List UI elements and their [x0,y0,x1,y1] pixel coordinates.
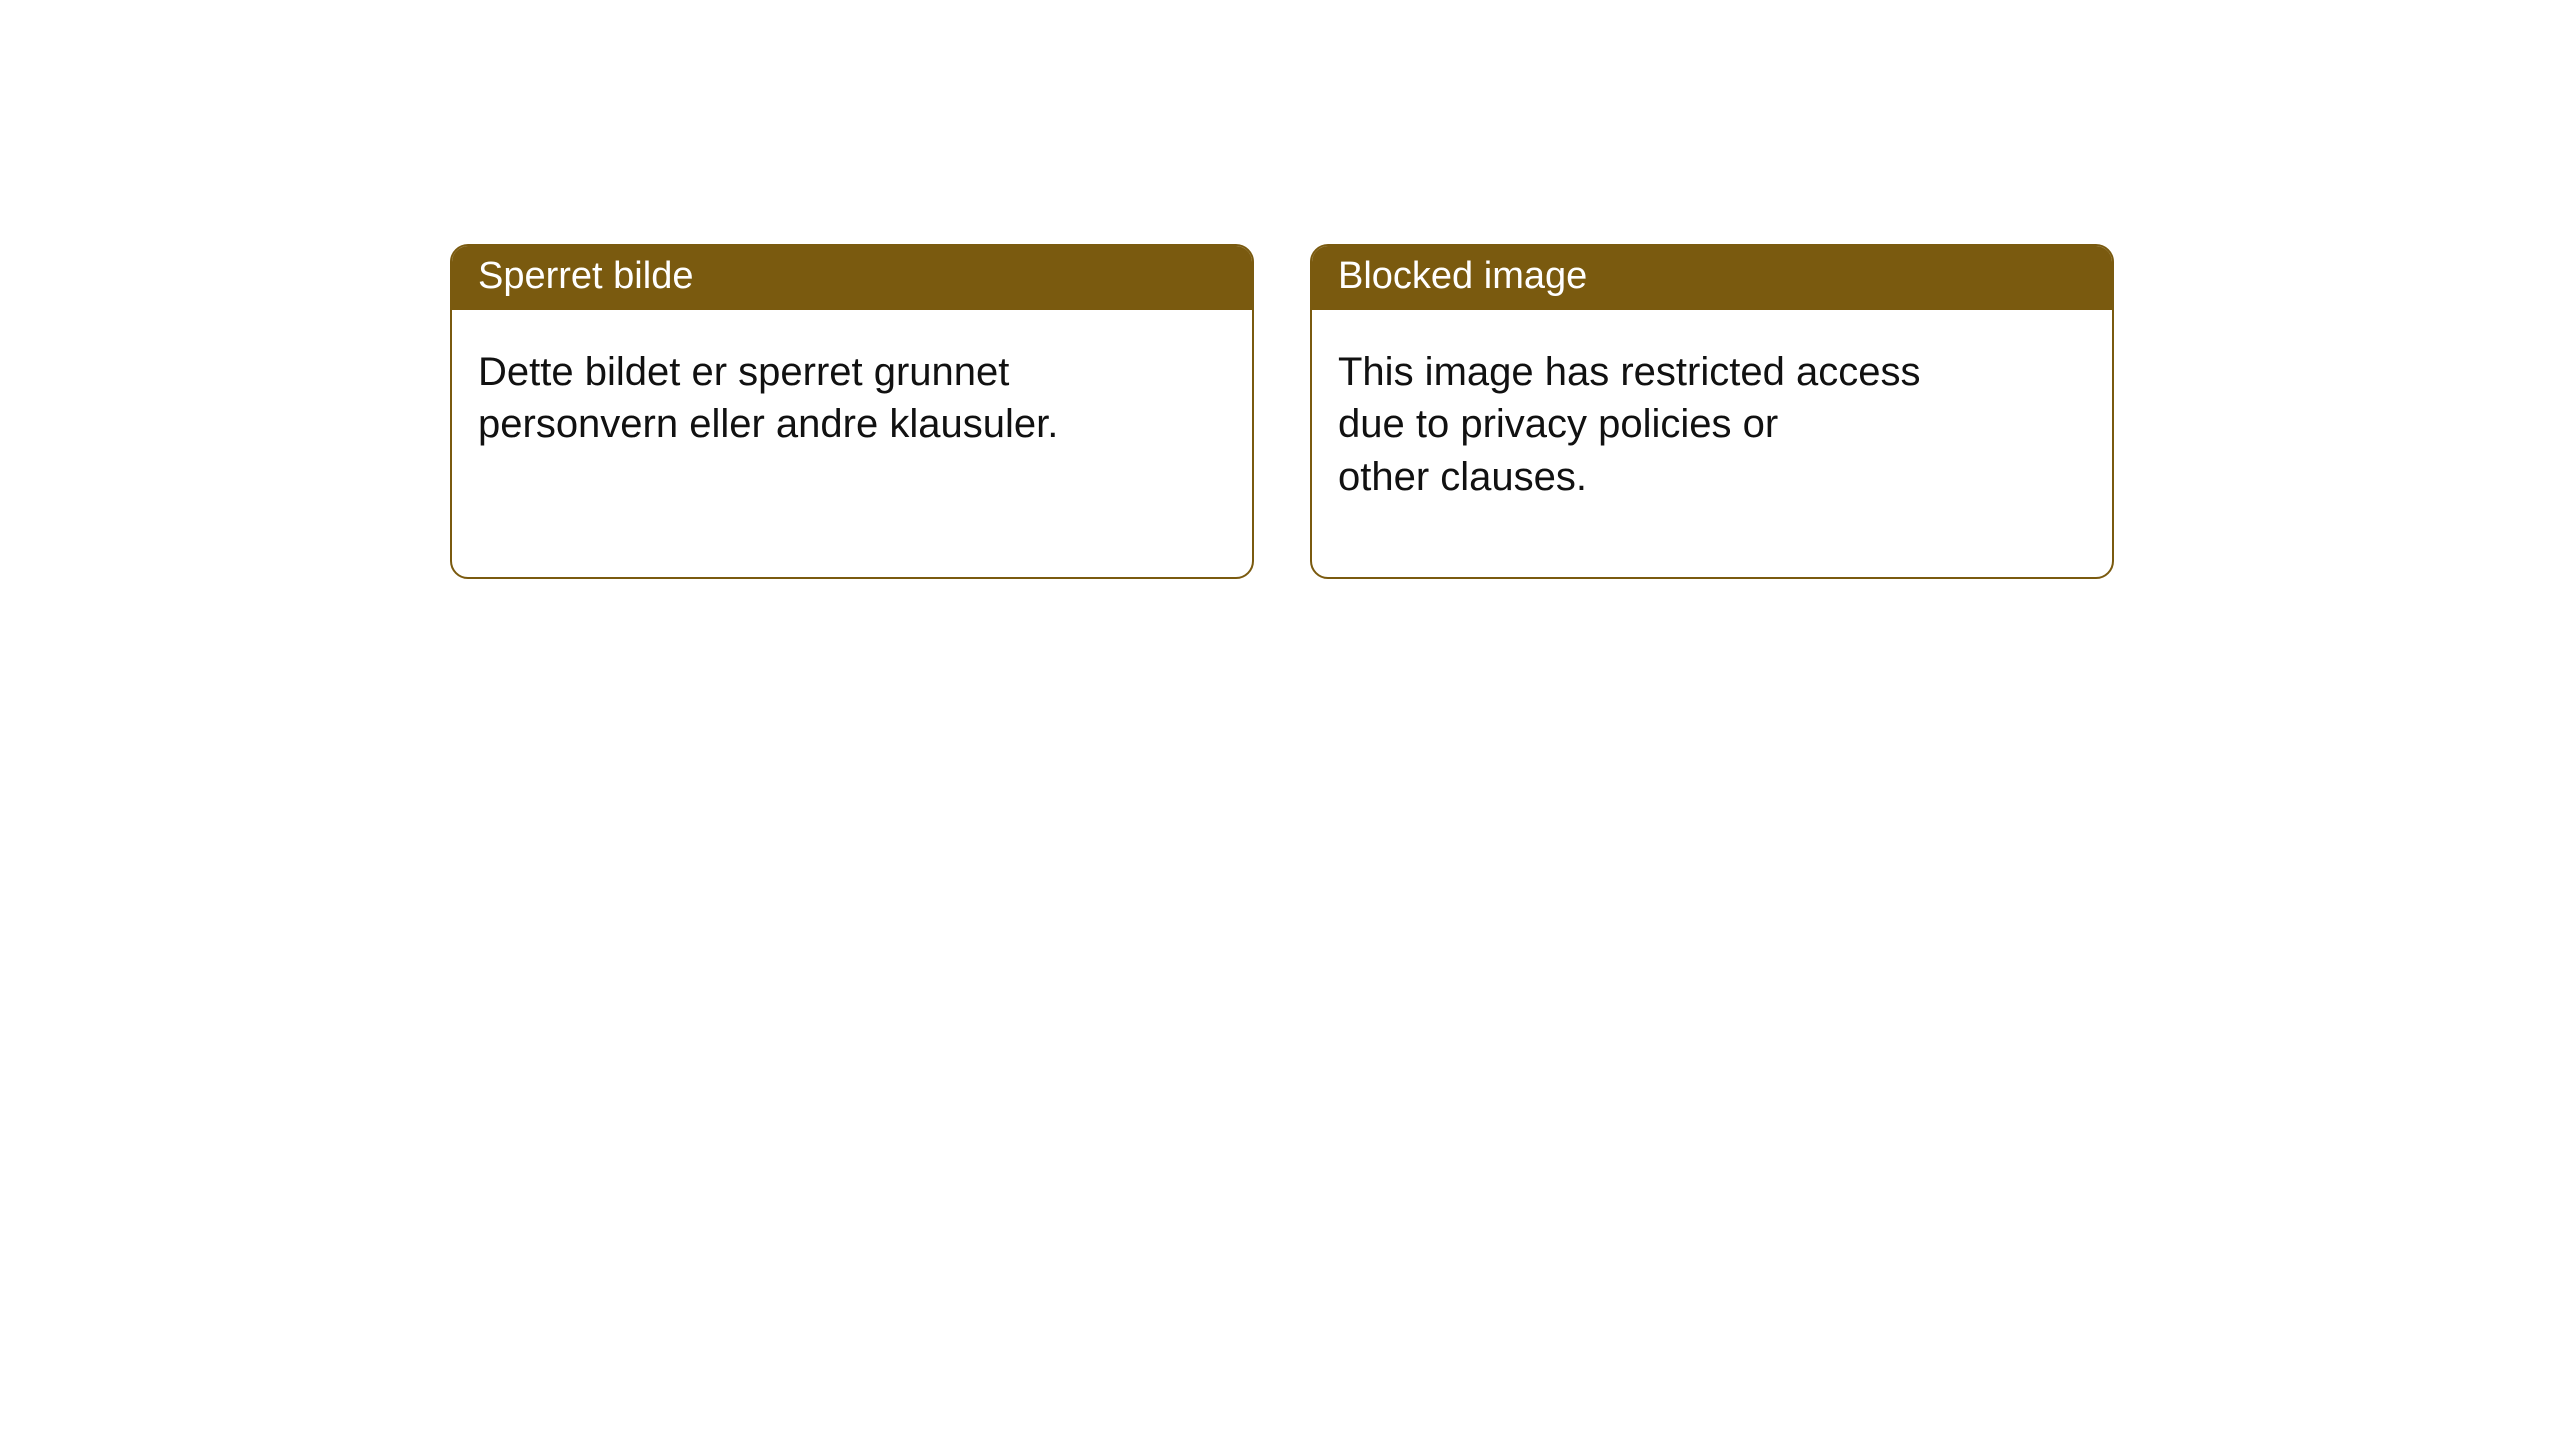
notice-card-english: Blocked image This image has restricted … [1310,244,2114,579]
notice-body: This image has restricted access due to … [1312,310,2012,530]
notice-container: Sperret bilde Dette bildet er sperret gr… [0,0,2560,579]
notice-title: Sperret bilde [452,246,1252,310]
notice-body: Dette bildet er sperret grunnet personve… [452,310,1152,478]
notice-title: Blocked image [1312,246,2112,310]
notice-card-norwegian: Sperret bilde Dette bildet er sperret gr… [450,244,1254,579]
